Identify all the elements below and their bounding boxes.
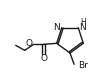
- Text: Br: Br: [78, 61, 88, 70]
- Text: O: O: [26, 39, 33, 48]
- Text: H: H: [80, 18, 86, 27]
- Text: N: N: [79, 23, 86, 32]
- Text: O: O: [40, 54, 47, 63]
- Text: N: N: [54, 23, 60, 32]
